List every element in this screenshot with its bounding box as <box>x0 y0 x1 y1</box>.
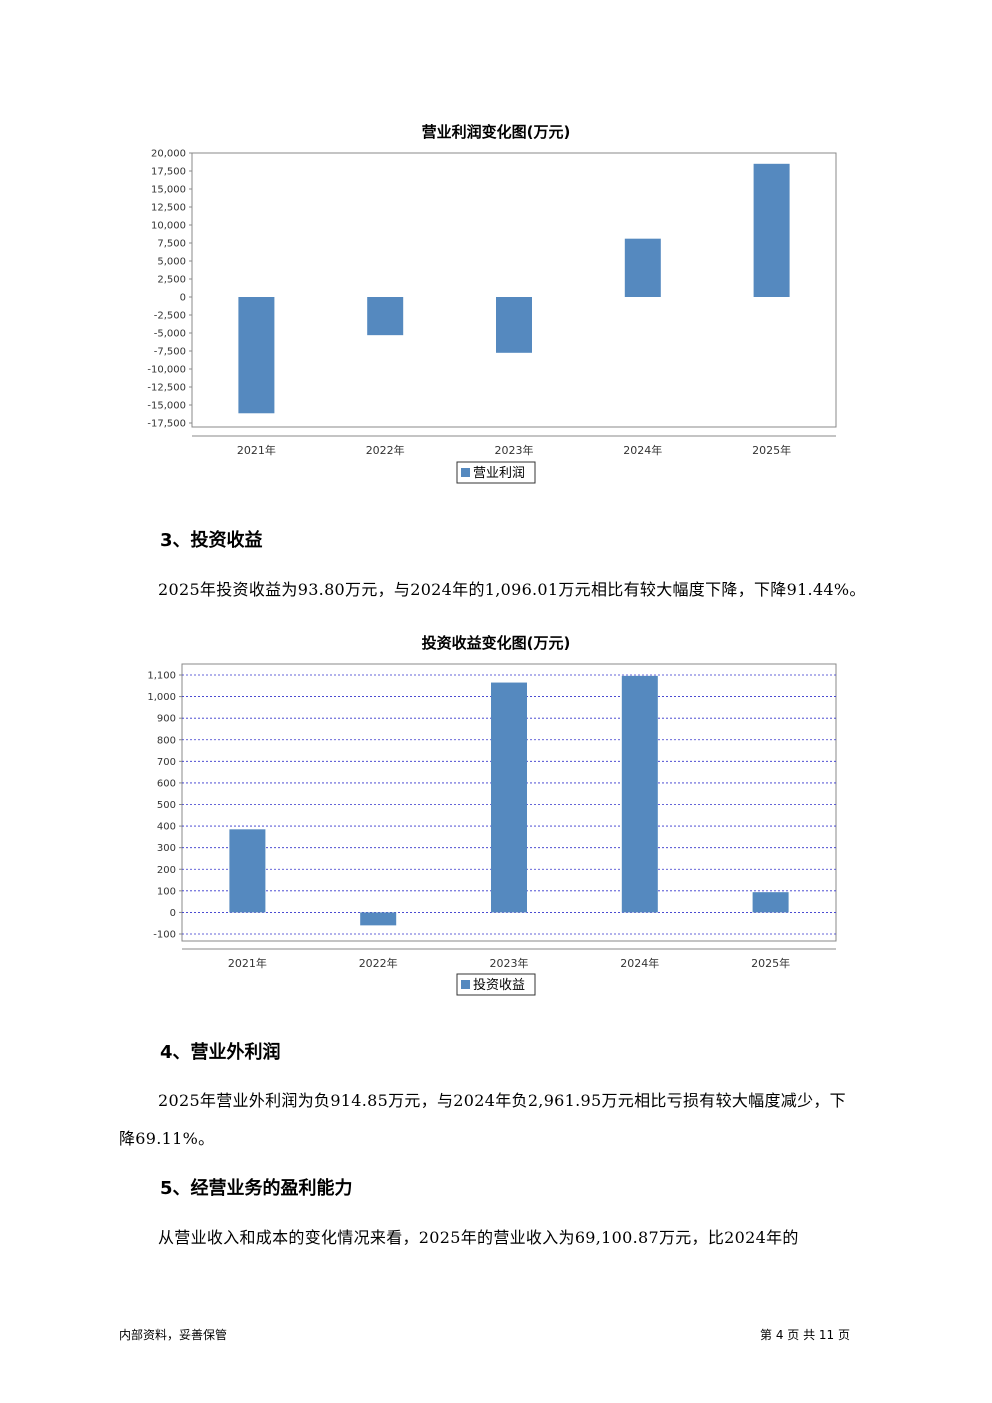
y-tick-label: 12,500 <box>151 203 186 214</box>
y-tick-label: -5,000 <box>154 329 186 340</box>
y-tick-label: 10,000 <box>151 221 186 232</box>
x-tick-label: 2024年 <box>623 443 662 457</box>
y-tick-label: 600 <box>157 778 176 789</box>
x-tick-label: 2023年 <box>490 956 529 970</box>
legend-label: 投资收益 <box>473 977 525 993</box>
y-tick-label: 1,000 <box>147 692 176 703</box>
footer-confidential: 内部资料，妥善保管 <box>119 1328 228 1342</box>
legend-label: 营业利润 <box>473 466 525 481</box>
x-tick-label: 2025年 <box>751 956 790 970</box>
y-tick-label: 7,500 <box>157 239 186 250</box>
y-tick-label: 200 <box>157 865 176 876</box>
bar <box>367 297 404 336</box>
paragraph-nonop-line1: 2025年营业外利润为负914.85万元，与2024年负2,961.95万元相比… <box>158 1091 846 1110</box>
y-tick-label: -17,500 <box>147 419 186 430</box>
y-tick-label: -2,500 <box>154 311 186 322</box>
operating-profit-chart: 20,000 17,500 15,000 12,500 10,000 7,500 5,000… <box>147 149 837 484</box>
y-tick-label: -12,500 <box>147 383 186 394</box>
legend-box <box>456 973 536 996</box>
y-tick-label: -100 <box>153 930 176 941</box>
footer-page-number: 第 4 页 共 11 页 <box>760 1328 850 1342</box>
paragraph-nonop-line2: 降69.11%。 <box>119 1129 215 1148</box>
y-tick-label: 300 <box>157 843 176 854</box>
bar <box>491 682 527 913</box>
x-tick-label: 2021年 <box>228 956 267 970</box>
y-tick-label: 400 <box>157 822 176 833</box>
x-tick-label: 2024年 <box>620 956 659 970</box>
bar <box>238 297 275 414</box>
paragraph-investment: 2025年投资收益为93.80万元，与2024年的1,096.01万元相比有较大… <box>158 580 866 599</box>
investment-income-chart: 1,100 1,000 900 800 700 600 500 400 300 200 100 0 -1… <box>147 663 837 996</box>
legend-swatch <box>461 468 470 477</box>
y-tick-label: 0 <box>170 908 176 919</box>
legend-swatch <box>461 980 470 989</box>
y-tick-label: 900 <box>157 714 176 725</box>
section-heading-nonop: 4、营业外利润 <box>160 1042 281 1063</box>
plot-area <box>191 152 837 428</box>
y-tick-label: 800 <box>157 735 176 746</box>
x-tick-label: 2022年 <box>359 956 398 970</box>
section-heading-investment: 3、投资收益 <box>160 530 263 551</box>
y-tick-label: 5,000 <box>157 257 186 268</box>
y-tick-label: -10,000 <box>147 365 186 376</box>
bar <box>360 912 397 926</box>
bar <box>229 829 266 913</box>
chart2-title: 投资收益变化图(万元) <box>421 634 571 652</box>
x-tick-label: 2025年 <box>752 443 791 457</box>
bar <box>624 238 661 297</box>
y-tick-label: 15,000 <box>151 185 186 196</box>
paragraph-profitability: 从营业收入和成本的变化情况来看，2025年的营业收入为69,100.87万元，比… <box>158 1228 799 1247</box>
y-tick-label: 0 <box>180 293 186 304</box>
y-tick-label: 1,100 <box>147 671 176 682</box>
bar <box>753 163 790 297</box>
section-heading-profitability: 5、经营业务的盈利能力 <box>160 1178 353 1199</box>
y-tick-label: -15,000 <box>147 401 186 412</box>
y-tick-label: 700 <box>157 757 176 768</box>
legend-box <box>456 461 536 484</box>
x-tick-label: 2021年 <box>237 443 276 457</box>
x-tick-label: 2022年 <box>366 443 405 457</box>
y-tick-label: 17,500 <box>151 167 186 178</box>
bar <box>621 675 658 913</box>
bar <box>496 297 532 353</box>
y-tick-label: 100 <box>157 886 176 897</box>
y-tick-label: 2,500 <box>157 275 186 286</box>
y-tick-label: 20,000 <box>151 149 186 160</box>
bar <box>752 892 789 913</box>
chart1-title: 营业利润变化图(万元) <box>421 123 571 141</box>
y-tick-label: -7,500 <box>154 347 186 358</box>
x-tick-label: 2023年 <box>495 443 534 457</box>
y-tick-label: 500 <box>157 800 176 811</box>
